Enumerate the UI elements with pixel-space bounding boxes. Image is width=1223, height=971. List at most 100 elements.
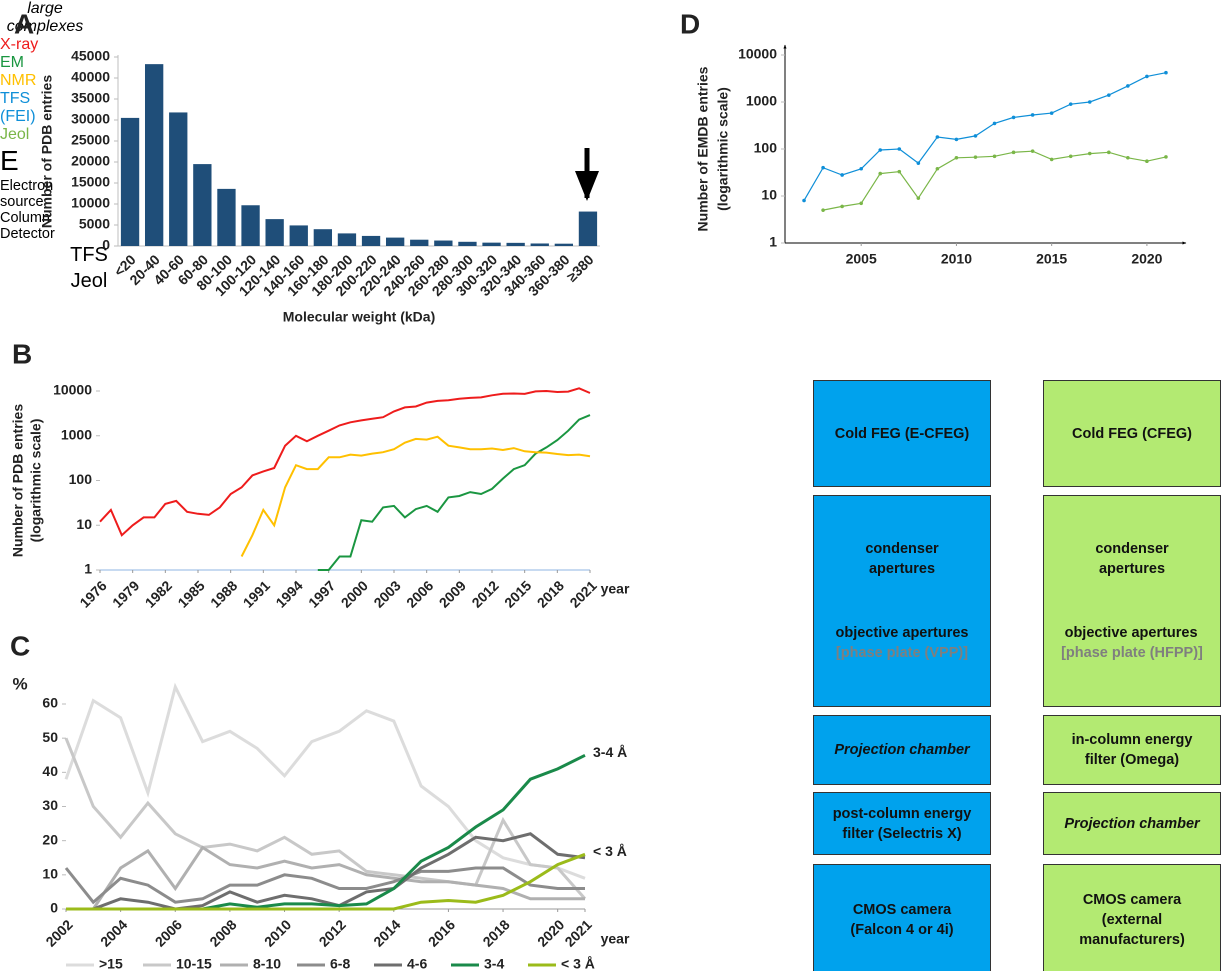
y-tick-label: 60: [42, 695, 58, 711]
bar: [120, 117, 140, 247]
marker: [821, 208, 825, 212]
block-text: post-column energy filter (Selectris X): [832, 805, 972, 842]
x-axis-title: year: [601, 581, 630, 597]
y-tick-label: 45000: [71, 48, 110, 64]
series-line: [64, 866, 585, 905]
y-tick-label: 100: [69, 471, 93, 487]
series-line: [240, 435, 591, 557]
x-tick-label: 1991: [240, 577, 273, 610]
x-tick-label: ≥380: [563, 251, 596, 284]
x-tick-label: 1994: [272, 577, 305, 610]
legend-label: < 3 Å: [561, 956, 595, 971]
column-header: Jeol: [70, 270, 108, 292]
y-tick-label: 1: [84, 561, 92, 577]
block-text: CMOS camera (external manufacturers): [1079, 891, 1185, 948]
y-tick-label: 5000: [79, 216, 110, 232]
panel-label: D: [680, 8, 700, 39]
x-tick-label: 2000: [338, 577, 371, 610]
legend-label: X-ray: [0, 36, 39, 53]
bar: [289, 225, 308, 246]
x-tick-label: 2008: [206, 916, 239, 949]
x-tick-label: 2020: [1131, 251, 1162, 267]
series-line: [66, 852, 586, 911]
legend-label: 4-6: [407, 956, 427, 971]
x-tick-label: 1982: [142, 577, 175, 610]
block-text: Projection chamber: [834, 742, 970, 758]
x-tick-label: 2018: [479, 916, 512, 949]
series-line: [64, 682, 586, 880]
series-line: [66, 845, 585, 911]
block-group: objective apertures [phase plate (HFPP)]: [1061, 623, 1203, 663]
bar: [265, 219, 284, 246]
bar: [193, 164, 212, 246]
legend-label: 3-4: [484, 956, 504, 971]
series-line: [803, 72, 1167, 201]
series-line: [317, 414, 591, 571]
y-tick-label: 10: [76, 516, 92, 532]
y-tick-label: 10000: [53, 382, 92, 398]
x-tick-label: 2004: [97, 916, 130, 949]
row-label: Column: [0, 210, 50, 226]
annotation: large complexes: [6, 0, 84, 35]
series-line: [64, 737, 587, 900]
block-text: Cold FEG (CFEG): [1071, 425, 1192, 442]
x-tick-label: 2021: [566, 577, 599, 610]
bar: [313, 229, 333, 246]
block-text: objective apertures: [835, 625, 969, 641]
y-tick-label: 35000: [71, 90, 110, 106]
y-tick-label: 40: [42, 763, 58, 779]
legend-label: 6-8: [330, 956, 350, 971]
x-tick-label: 2006: [152, 916, 185, 949]
series-line: [66, 832, 586, 911]
legend-label: 10-15: [176, 956, 212, 971]
block: Cold FEG (E-CFEG): [813, 380, 991, 487]
panel-label: E: [0, 145, 19, 176]
legend-label: Jeol: [0, 126, 30, 143]
y-tick-label: 10000: [738, 46, 777, 62]
bar: [578, 211, 598, 246]
block: CMOS camera (Falcon 4 or 4i): [813, 864, 991, 971]
panel-label: B: [12, 338, 32, 369]
series-line: [822, 150, 1167, 211]
block-text: Cold FEG (E-CFEG): [834, 425, 970, 442]
block-text: objective apertures: [1064, 625, 1198, 641]
x-tick-label: 1997: [305, 577, 338, 610]
bar: [241, 205, 260, 246]
block: Cold FEG (CFEG): [1043, 380, 1221, 487]
x-tick-label: 2012: [316, 916, 349, 949]
x-axis-title: Molecular weight (kDa): [283, 309, 435, 325]
x-tick-label: 2021: [561, 916, 594, 949]
legend-label: TFS (FEI): [0, 90, 36, 125]
block-text: condenser apertures: [1095, 541, 1169, 577]
y-axis-title: Number of PDB entries: [10, 404, 26, 557]
bar: [217, 188, 236, 246]
x-tick-label: 1976: [76, 577, 109, 610]
legend-label: >15: [99, 956, 123, 971]
y-tick-label: 1000: [61, 426, 92, 442]
block: Projection chamber: [1043, 792, 1221, 855]
x-tick-label: 1979: [109, 577, 142, 610]
block: in-column energy filter (Omega): [1043, 715, 1221, 785]
y-tick-label: 20000: [71, 153, 110, 169]
bar: [361, 235, 381, 246]
x-tick-label: 2012: [468, 577, 501, 610]
block: post-column energy filter (Selectris X): [813, 792, 991, 855]
block: CMOS camera (external manufacturers): [1043, 864, 1221, 971]
panel-label: A: [14, 8, 34, 39]
x-axis-title: year: [601, 931, 630, 947]
x-tick-label: 2010: [941, 251, 972, 267]
y-tick-label: 25000: [71, 132, 110, 148]
y-tick-label: 1: [769, 234, 777, 250]
x-tick-label: 2005: [846, 251, 877, 267]
block: Projection chamber: [813, 715, 991, 785]
block-text: Projection chamber: [1064, 815, 1200, 832]
y-tick-label: 15000: [71, 174, 110, 190]
bar: [385, 237, 405, 246]
block-text: in-column energy filter (Omega): [1071, 732, 1193, 768]
row-label: Detector: [0, 226, 55, 242]
column-header: TFS: [70, 244, 108, 266]
block: condenser apertures objective apertures [p…: [1043, 495, 1221, 707]
block-text: condenser apertures: [865, 541, 939, 577]
x-tick-label: 2002: [42, 916, 75, 949]
